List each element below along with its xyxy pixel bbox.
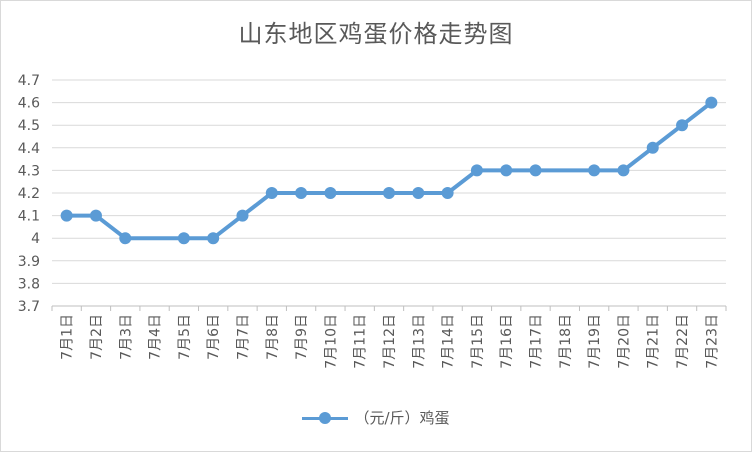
x-tick-label: 7月12日 [382,314,398,369]
y-tick-label: 4 [31,231,40,247]
y-tick-label: 4.7 [18,73,40,89]
x-tick-label: 7月14日 [441,314,457,369]
y-tick-label: 3.7 [18,299,40,315]
x-tick-label: 7月15日 [470,314,486,369]
y-tick-label: 3.9 [18,254,40,270]
x-tick-label: 7月18日 [558,314,574,369]
data-point [177,232,190,245]
data-point [207,232,220,245]
data-point [588,164,601,177]
data-point [119,232,132,245]
x-tick-label: 7月16日 [499,314,515,369]
x-tick-label: 7月2日 [89,314,105,360]
y-tick-labels: 3.7 3.8 3.9 4 4.1 4.2 4.3 4.4 4.5 4.6 4.7 [18,73,40,315]
x-tick-label: 7月3日 [118,314,134,360]
y-tick-label: 4.1 [18,209,40,225]
data-point [412,187,425,199]
data-point [324,187,337,199]
chart-title: 山东地区鸡蛋价格走势图 [238,20,514,48]
data-point [470,164,483,177]
y-tick-label: 4.2 [18,186,40,202]
data-point [60,209,73,222]
x-tick-label: 7月1日 [60,314,76,360]
x-tick-label: 7月22日 [675,314,691,369]
legend-label: （元/斤）鸡蛋 [354,409,450,427]
data-point [236,209,249,222]
x-tick-label: 7月4日 [148,314,164,360]
x-tick-label: 7月17日 [529,314,545,369]
data-point [617,164,630,177]
x-tick-label: 7月10日 [323,314,339,369]
y-tick-label: 4.4 [18,141,40,157]
data-point [500,164,513,177]
axes [51,305,727,311]
data-point [529,164,542,177]
x-tick-label: 7月23日 [704,314,720,369]
y-tick-label: 4.3 [18,163,40,179]
x-tick-labels: 7月1日 7月2日 7月3日 7月4日 7月5日 7月6日 7月7日 7月8日 7月9日 7月10… [60,314,721,369]
x-tick-label: 7月5日 [177,314,193,360]
data-point [441,187,454,199]
y-tick-label: 4.6 [18,96,40,112]
x-tick-label: 7月13日 [411,314,427,369]
data-point [676,119,689,132]
data-point [89,209,102,222]
gridlines [52,79,726,284]
data-point [265,187,278,199]
x-tick-label: 7月9日 [294,314,310,360]
x-tick-label: 7月21日 [646,314,662,369]
data-point [646,141,659,154]
legend: （元/斤）鸡蛋 [0,407,752,428]
legend-marker-icon [302,410,349,426]
x-tick-label: 7月20日 [616,314,632,369]
x-tick-label: 7月19日 [587,314,603,369]
data-point [383,187,395,199]
data-point [295,187,308,199]
x-tick-label: 7月6日 [206,314,222,360]
series-layer [60,96,718,245]
x-tick-label: 7月11日 [353,314,369,369]
data-point [705,96,718,109]
x-tick-label: 7月8日 [265,314,281,360]
y-tick-label: 3.8 [18,276,40,292]
x-tick-label: 7月7日 [235,314,251,360]
y-tick-label: 4.5 [18,118,40,134]
